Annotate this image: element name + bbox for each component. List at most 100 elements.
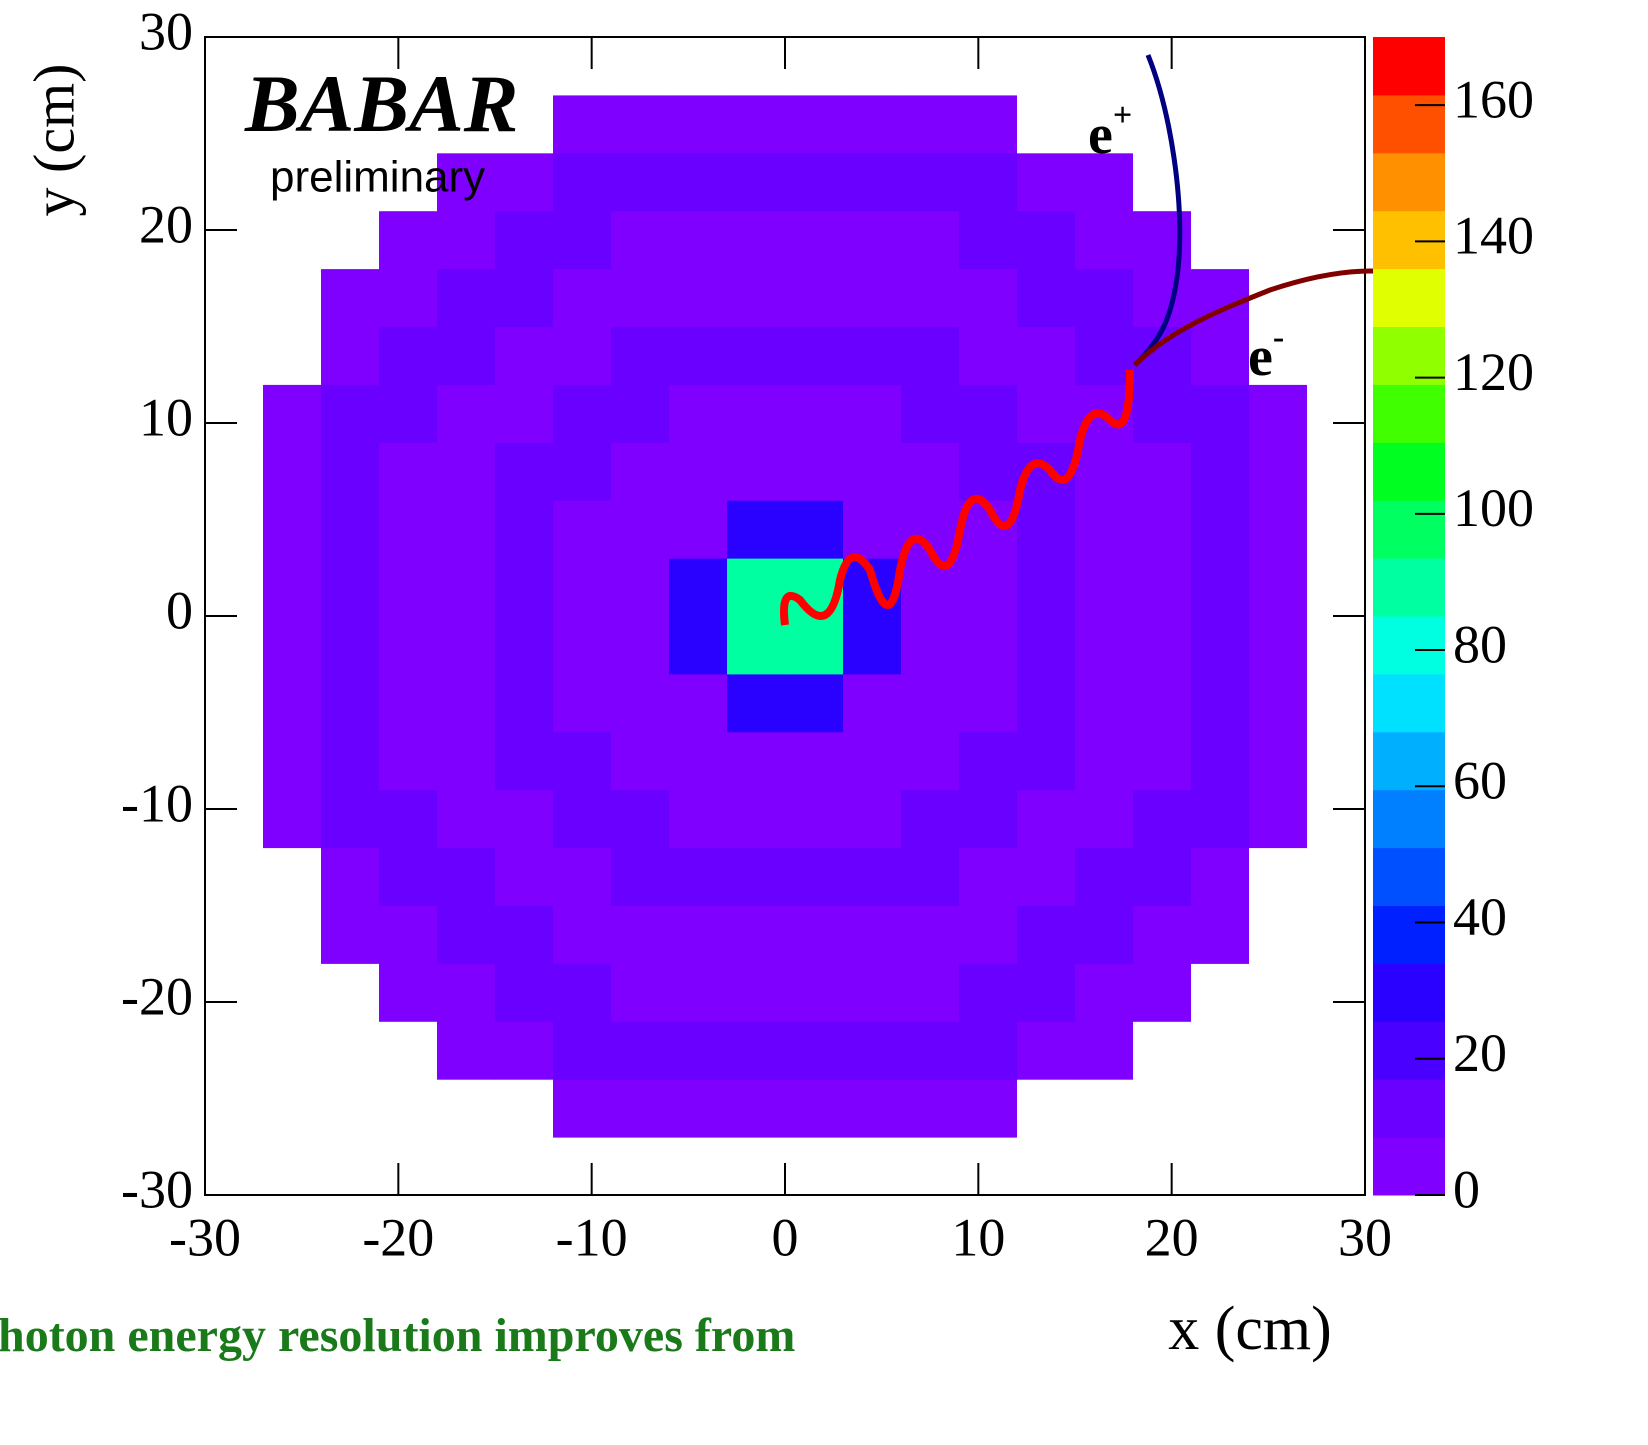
heatmap-cell bbox=[727, 37, 786, 96]
heatmap-cell bbox=[437, 789, 496, 849]
heatmap-cell bbox=[843, 1137, 902, 1196]
heatmap-cell bbox=[263, 500, 322, 559]
heatmap-cell bbox=[379, 1079, 438, 1138]
heatmap-cell bbox=[495, 210, 554, 270]
heatmap-cell bbox=[321, 326, 380, 385]
heatmap-cell bbox=[495, 963, 554, 1022]
heatmap-cell bbox=[843, 500, 902, 559]
heatmap-cell bbox=[785, 268, 844, 327]
heatmap-cell bbox=[727, 94, 786, 154]
heatmap-cell bbox=[205, 616, 264, 675]
annotation-sup: - bbox=[1273, 319, 1284, 356]
heatmap-cell bbox=[1191, 673, 1250, 733]
heatmap-cell bbox=[669, 37, 728, 96]
heatmap-cell bbox=[669, 326, 728, 385]
heatmap-cell bbox=[1307, 326, 1366, 385]
heatmap-cell bbox=[727, 558, 786, 617]
heatmap-cell bbox=[1249, 905, 1308, 964]
heatmap-cell bbox=[437, 1079, 496, 1138]
heatmap-cell bbox=[553, 616, 612, 675]
heatmap-cell bbox=[1191, 789, 1250, 849]
heatmap-cell bbox=[669, 500, 728, 559]
heatmap-cell bbox=[959, 442, 1018, 501]
heatmap-cell bbox=[1307, 616, 1366, 675]
heatmap-cell bbox=[1075, 1079, 1134, 1138]
heatmap-cell bbox=[205, 268, 264, 327]
heatmap-cell bbox=[785, 500, 844, 559]
y-tick-label: -10 bbox=[121, 773, 193, 833]
heatmap-cell bbox=[437, 210, 496, 270]
heatmap-cell bbox=[785, 963, 844, 1022]
colorbar-band bbox=[1373, 1079, 1445, 1138]
heatmap-cell bbox=[437, 94, 496, 154]
heatmap-cell bbox=[1017, 268, 1076, 327]
heatmap-cell bbox=[843, 673, 902, 733]
colorbar-band bbox=[1373, 268, 1445, 327]
heatmap-cell bbox=[495, 94, 554, 154]
colorbar-band bbox=[1373, 673, 1445, 733]
heatmap-cell bbox=[495, 847, 554, 906]
heatmap-cell bbox=[959, 268, 1018, 327]
heatmap-cell bbox=[263, 326, 322, 385]
heatmap-cell bbox=[1017, 558, 1076, 617]
heatmap-cell bbox=[553, 500, 612, 559]
heatmap-cell bbox=[1017, 847, 1076, 906]
heatmap-cell bbox=[669, 963, 728, 1022]
y-axis-label: y (cm) bbox=[21, 64, 86, 217]
heatmap-cell bbox=[379, 152, 438, 212]
heatmap-cell bbox=[785, 905, 844, 964]
colorbar-band bbox=[1373, 1137, 1445, 1196]
heatmap-cell bbox=[553, 1137, 612, 1196]
heatmap-cell bbox=[553, 558, 612, 617]
heatmap-cell bbox=[843, 94, 902, 154]
heatmap-cell bbox=[843, 1079, 902, 1138]
heatmap-cell bbox=[611, 326, 670, 385]
heatmap-cell bbox=[321, 384, 380, 443]
heatmap-cell bbox=[263, 442, 322, 501]
heatmap-cell bbox=[611, 268, 670, 327]
heatmap-cell bbox=[1017, 384, 1076, 443]
heatmap-cell bbox=[437, 731, 496, 791]
heatmap-cell bbox=[959, 1021, 1018, 1080]
colorbar-band bbox=[1373, 500, 1445, 559]
heatmap-cell bbox=[205, 673, 264, 733]
x-tick-label: 20 bbox=[1145, 1207, 1199, 1267]
heatmap-cell bbox=[1017, 1079, 1076, 1138]
heatmap-cell bbox=[611, 500, 670, 559]
x-tick-label: 10 bbox=[951, 1207, 1005, 1267]
heatmap-cell bbox=[901, 905, 960, 964]
heatmap-cell bbox=[1133, 37, 1192, 96]
heatmap-cell bbox=[553, 384, 612, 443]
heatmap-cell bbox=[727, 847, 786, 906]
heatmap-cell bbox=[495, 384, 554, 443]
colorbar-band bbox=[1373, 731, 1445, 791]
colorbar-band bbox=[1373, 152, 1445, 212]
heatmap-cell bbox=[1307, 384, 1366, 443]
x-tick-label: -20 bbox=[362, 1207, 434, 1267]
heatmap-cell bbox=[669, 558, 728, 617]
heatmap-cell bbox=[321, 94, 380, 154]
heatmap-cell bbox=[205, 152, 264, 212]
heatmap-cell bbox=[727, 673, 786, 733]
heatmap-cell bbox=[553, 1021, 612, 1080]
heatmap-cell bbox=[379, 1137, 438, 1196]
heatmap-cell bbox=[843, 731, 902, 791]
heatmap-cell bbox=[1191, 847, 1250, 906]
heatmap-cell bbox=[1307, 1021, 1366, 1080]
heatmap-cell bbox=[959, 210, 1018, 270]
heatmap-cell bbox=[321, 1137, 380, 1196]
heatmap-cell bbox=[843, 37, 902, 96]
heatmap-cell bbox=[553, 326, 612, 385]
heatmap-cell bbox=[901, 442, 960, 501]
heatmap-cell bbox=[1191, 558, 1250, 617]
heatmap-cell bbox=[611, 673, 670, 733]
heatmap-cell bbox=[1075, 963, 1134, 1022]
heatmap-cell bbox=[379, 210, 438, 270]
heatmap-cell bbox=[379, 731, 438, 791]
heatmap-cell bbox=[379, 94, 438, 154]
heatmap-cell bbox=[611, 37, 670, 96]
heatmap-cell bbox=[843, 616, 902, 675]
heatmap-cell bbox=[669, 152, 728, 212]
heatmap-cell bbox=[1249, 210, 1308, 270]
heatmap-cell bbox=[1191, 905, 1250, 964]
